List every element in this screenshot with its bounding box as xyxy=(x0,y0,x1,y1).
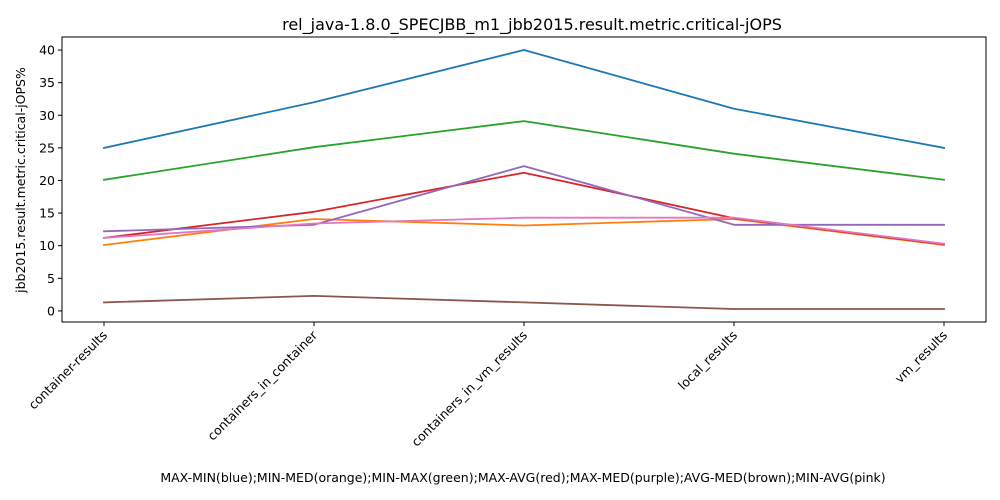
plot-frame xyxy=(61,36,987,323)
series-line xyxy=(102,171,946,246)
series-line xyxy=(103,216,946,245)
x-tick-label: vm_results xyxy=(892,328,950,386)
y-tick-label: 35 xyxy=(39,75,55,90)
x-axis-ticks: container-results containers_in_container… xyxy=(25,322,950,449)
series-line xyxy=(102,49,946,149)
x-tick-label: local_results xyxy=(675,328,740,393)
y-tick-label: 40 xyxy=(39,43,55,58)
x-tick-label: containers_in_container xyxy=(204,327,320,443)
series-line xyxy=(103,165,945,233)
y-tick-label: 10 xyxy=(39,238,55,253)
y-tick-label: 5 xyxy=(47,271,55,286)
y-tick-label: 30 xyxy=(39,108,55,123)
y-axis-label: jbb2015.result.metric.critical-jOPS% xyxy=(13,67,28,294)
plot-lines xyxy=(102,49,946,310)
x-tick-label: containers_in_vm_results xyxy=(408,328,530,450)
y-tick-label: 20 xyxy=(39,173,55,188)
y-tick-label: 0 xyxy=(47,303,55,318)
x-axis-label: MAX-MIN(blue);MIN-MED(orange);MIN-MAX(gr… xyxy=(160,470,885,485)
x-tick-label: container-results xyxy=(25,328,110,413)
y-tick-label: 25 xyxy=(39,140,55,155)
series-line xyxy=(102,120,946,181)
chart-title: rel_java-1.8.0_SPECJBB_m1_jbb2015.result… xyxy=(282,15,782,35)
y-axis-ticks: 0 5 10 15 20 25 30 35 40 xyxy=(39,43,62,318)
y-tick-label: 15 xyxy=(39,206,55,221)
series-line xyxy=(103,294,945,310)
